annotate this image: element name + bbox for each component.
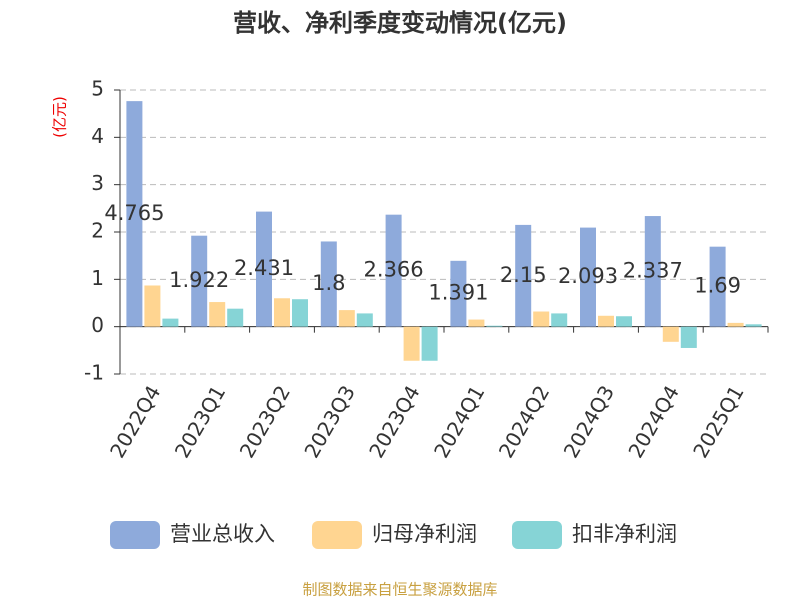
bar: [680, 326, 697, 348]
bar: [209, 302, 226, 327]
legend-label: 营业总收入: [170, 522, 275, 546]
x-tick-label: 2023Q3: [299, 381, 359, 462]
bar: [644, 216, 661, 327]
bar: [256, 211, 272, 327]
bar: [338, 310, 355, 327]
x-tick-label: 2022Q4: [105, 381, 165, 462]
legend-swatch: [110, 521, 160, 549]
bar: [515, 224, 532, 327]
bar: [144, 285, 161, 327]
bar: [598, 315, 614, 327]
x-tick-label: 2023Q1: [170, 381, 230, 462]
bar: [533, 311, 550, 327]
bar: [745, 324, 762, 327]
y-tick-label: 1: [91, 266, 104, 290]
bar: [551, 313, 568, 327]
y-tick-label: 0: [91, 313, 104, 337]
value-label: 1.8: [312, 271, 345, 295]
value-label: 2.093: [558, 264, 618, 288]
bar: [421, 326, 438, 361]
value-label: 1.922: [169, 268, 229, 292]
bar: [403, 326, 420, 361]
bar: [468, 319, 485, 327]
bar: [662, 326, 679, 342]
bar: [580, 227, 596, 327]
y-tick-label: 4: [91, 124, 104, 148]
bar: [486, 325, 503, 327]
legend-swatch: [312, 521, 362, 549]
value-label: 2.337: [623, 258, 683, 282]
value-label: 2.431: [234, 256, 294, 280]
source-note: 制图数据来自恒生聚源数据库: [302, 581, 497, 599]
bar: [616, 316, 632, 327]
value-label: 2.15: [500, 263, 547, 287]
legend-label: 归母净利润: [372, 522, 477, 546]
legend-label: 扣非净利润: [572, 522, 677, 546]
bar: [191, 235, 208, 327]
bar: [320, 241, 337, 327]
x-tick-label: 2023Q4: [364, 381, 424, 462]
chart-title: 营收、净利季度变动情况(亿元): [233, 9, 567, 37]
legend-swatch: [512, 521, 562, 549]
bar: [450, 260, 467, 327]
bar: [292, 299, 308, 327]
y-tick-label: 2: [91, 219, 104, 243]
bar: [356, 313, 373, 327]
y-tick-label: -1: [84, 361, 104, 385]
x-tick-label: 2024Q1: [429, 381, 489, 462]
bar: [727, 322, 744, 327]
x-tick-label: 2025Q1: [688, 381, 748, 462]
bar: [227, 308, 244, 327]
value-label: 1.69: [694, 274, 741, 298]
bar: [385, 214, 402, 327]
x-tick-label: 2023Q2: [235, 381, 295, 462]
bar: [274, 298, 290, 327]
x-tick-label: 2024Q3: [559, 381, 619, 462]
bar: [162, 318, 179, 327]
bar: [126, 101, 143, 327]
value-label: 4.765: [104, 201, 164, 225]
bar: [709, 246, 726, 327]
x-tick-label: 2024Q4: [623, 381, 683, 462]
y-axis-label: (亿元): [51, 96, 69, 138]
y-tick-label: 3: [91, 171, 104, 195]
value-label: 2.366: [364, 258, 424, 282]
y-tick-label: 5: [91, 77, 104, 101]
x-tick-label: 2024Q2: [494, 381, 554, 462]
value-label: 1.391: [428, 281, 488, 305]
